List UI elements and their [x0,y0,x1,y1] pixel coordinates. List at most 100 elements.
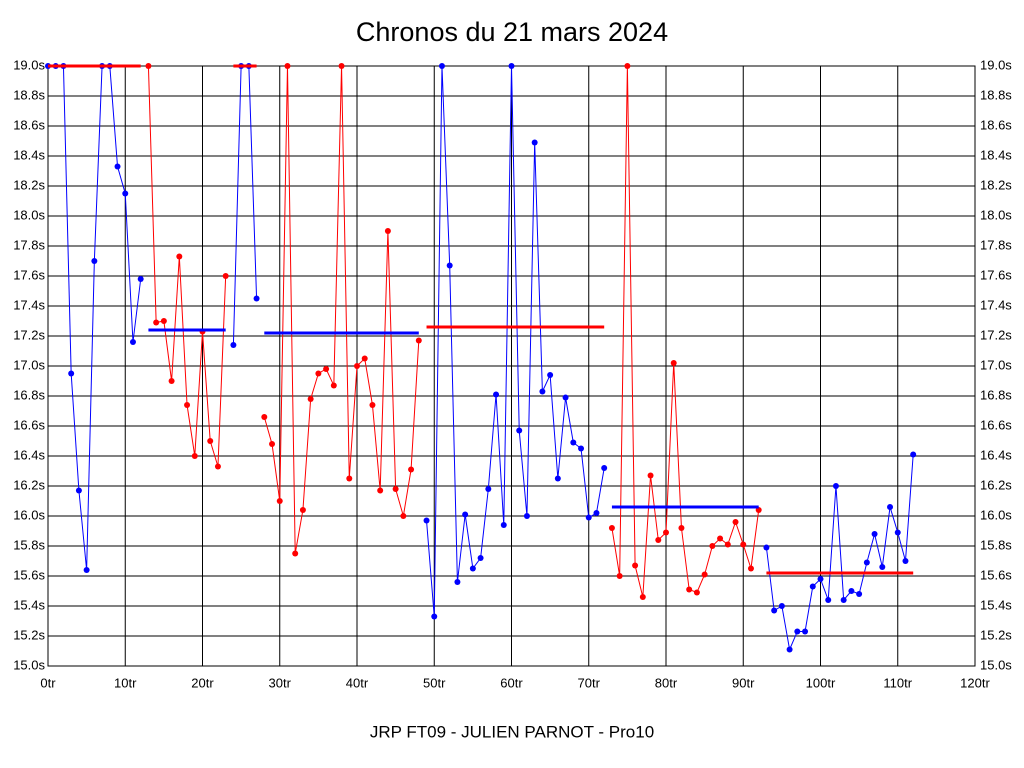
data-point [354,363,360,369]
data-point [408,466,415,473]
y-tick-label: 15.6s [13,567,45,582]
x-tick-label: 40tr [346,675,369,690]
data-point [894,529,901,536]
y-tick-label-right: 15.8s [980,537,1012,552]
x-tick-label: 10tr [114,675,137,690]
y-tick-label-right: 19.0s [980,57,1012,72]
data-point [639,594,646,600]
x-tick-label: 120tr [960,675,990,690]
data-point [493,391,500,398]
data-point [454,579,461,585]
y-tick-label: 17.2s [13,327,45,342]
data-point [747,565,754,572]
data-point [570,439,577,446]
x-tick-label: 30tr [269,675,292,690]
data-point [230,342,237,348]
data-point [129,339,136,345]
y-tick-label-right: 18.6s [980,117,1012,132]
y-tick-label: 15.0s [13,657,45,672]
x-tick-label: 60tr [500,675,523,690]
y-tick-label: 17.8s [13,237,45,252]
x-tick-label: 70tr [578,675,601,690]
data-point [709,543,716,549]
data-point [137,276,144,282]
data-point [431,613,438,620]
y-tick-label: 16.0s [13,507,45,522]
data-point [717,535,724,542]
y-tick-label-right: 18.2s [980,177,1012,192]
data-point [531,139,538,146]
data-point [616,573,623,579]
y-tick-label: 17.4s [13,297,45,312]
y-tick-label-right: 17.4s [980,297,1012,312]
data-point [624,63,631,69]
y-tick-label: 16.6s [13,417,45,432]
data-point [508,63,515,69]
data-point [879,564,886,570]
data-point [500,522,507,528]
y-tick-label: 17.6s [13,267,45,282]
data-point [276,498,283,504]
data-point [516,427,523,434]
data-point [863,559,870,566]
y-tick-label-right: 16.0s [980,507,1012,522]
data-point [122,190,129,197]
data-point [732,519,739,525]
data-point [392,486,399,492]
x-tick-label: 0tr [40,675,56,690]
data-point [794,628,801,635]
data-point [693,589,700,596]
x-tick-label: 50tr [423,675,446,690]
y-tick-label-right: 15.0s [980,657,1012,672]
data-point [168,378,175,384]
chart-title: Chronos du 21 mars 2024 [356,17,668,47]
data-point [724,541,731,548]
data-point [369,402,376,408]
y-tick-label-right: 16.2s [980,477,1012,492]
y-tick-label: 18.0s [13,207,45,222]
data-point [191,453,198,459]
y-tick-label-right: 17.2s [980,327,1012,342]
y-tick-label: 16.8s [13,387,45,402]
data-point [299,507,306,513]
data-point [763,544,770,551]
data-point [856,591,863,597]
data-point [446,262,453,269]
y-tick-label: 19.0s [13,57,45,72]
data-point [415,337,422,344]
data-point [632,562,639,569]
data-point [114,163,121,170]
data-point [330,382,337,389]
data-point [438,63,445,69]
y-tick-label-right: 15.6s [980,567,1012,582]
data-point [554,475,561,482]
y-tick-label-right: 18.0s [980,207,1012,222]
y-tick-label-right: 15.2s [980,627,1012,642]
data-point [902,558,909,564]
data-point [292,550,299,557]
data-point [778,603,785,609]
data-point [68,370,75,377]
data-point [338,63,345,69]
y-tick-label-right: 15.4s [980,597,1012,612]
x-tick-label: 100tr [806,675,836,690]
y-tick-label: 15.2s [13,627,45,642]
data-point [323,366,330,372]
y-tick-label: 16.2s [13,477,45,492]
data-point [184,402,191,408]
y-tick-label-right: 16.6s [980,417,1012,432]
y-tick-label: 15.4s [13,597,45,612]
data-point [686,586,693,593]
data-point [384,228,391,234]
data-point [284,63,291,69]
y-tick-label-right: 17.6s [980,267,1012,282]
data-point [83,567,90,573]
data-point [562,394,569,401]
data-point [802,628,809,635]
data-point [871,531,878,537]
data-point [608,525,615,531]
y-tick-label-right: 18.4s [980,147,1012,162]
data-point [145,63,152,69]
data-point [485,486,492,492]
